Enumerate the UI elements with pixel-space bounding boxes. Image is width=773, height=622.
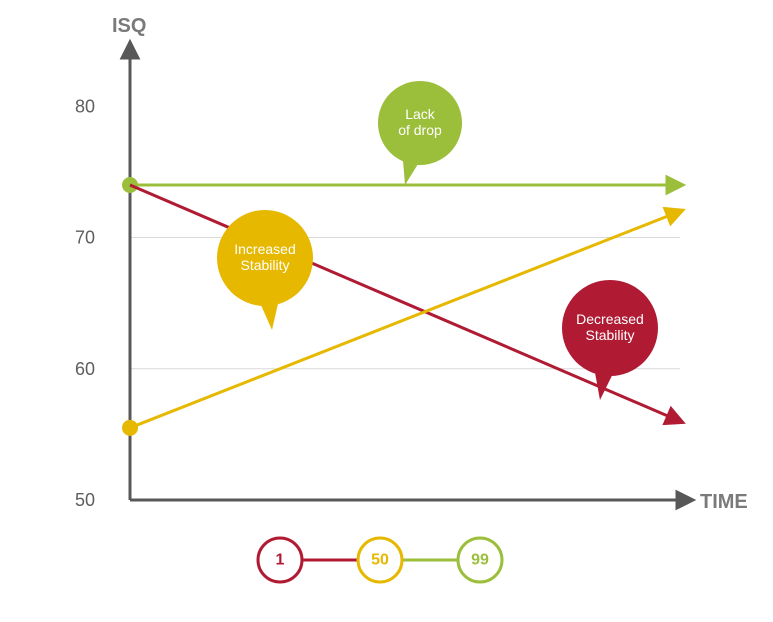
- legend-value: 1: [276, 552, 285, 569]
- bubble-text-decreased-stability: Stability: [585, 327, 634, 343]
- bubble-text-lack-of-drop: of drop: [398, 122, 442, 138]
- legend-value: 99: [471, 552, 489, 569]
- y-tick-label: 50: [75, 490, 95, 510]
- x-axis-label: TIME: [700, 491, 748, 513]
- bubble-text-increased-stability: Stability: [240, 257, 289, 273]
- y-tick-label: 70: [75, 228, 95, 248]
- series-marker-yellow: [122, 420, 138, 436]
- legend-value: 50: [371, 552, 389, 569]
- legend: 1 50 99: [258, 538, 502, 582]
- bubble-text-decreased-stability: Decreased: [576, 311, 644, 327]
- y-axis-label: ISQ: [112, 15, 146, 37]
- y-tick-label: 80: [75, 96, 95, 116]
- bubble-text-increased-stability: Increased: [234, 241, 295, 257]
- y-tick-label: 60: [75, 359, 95, 379]
- bubble-text-lack-of-drop: Lack: [405, 106, 436, 122]
- isq-time-chart: ISQTIME50607080Lackof dropIncreasedStabi…: [0, 0, 773, 622]
